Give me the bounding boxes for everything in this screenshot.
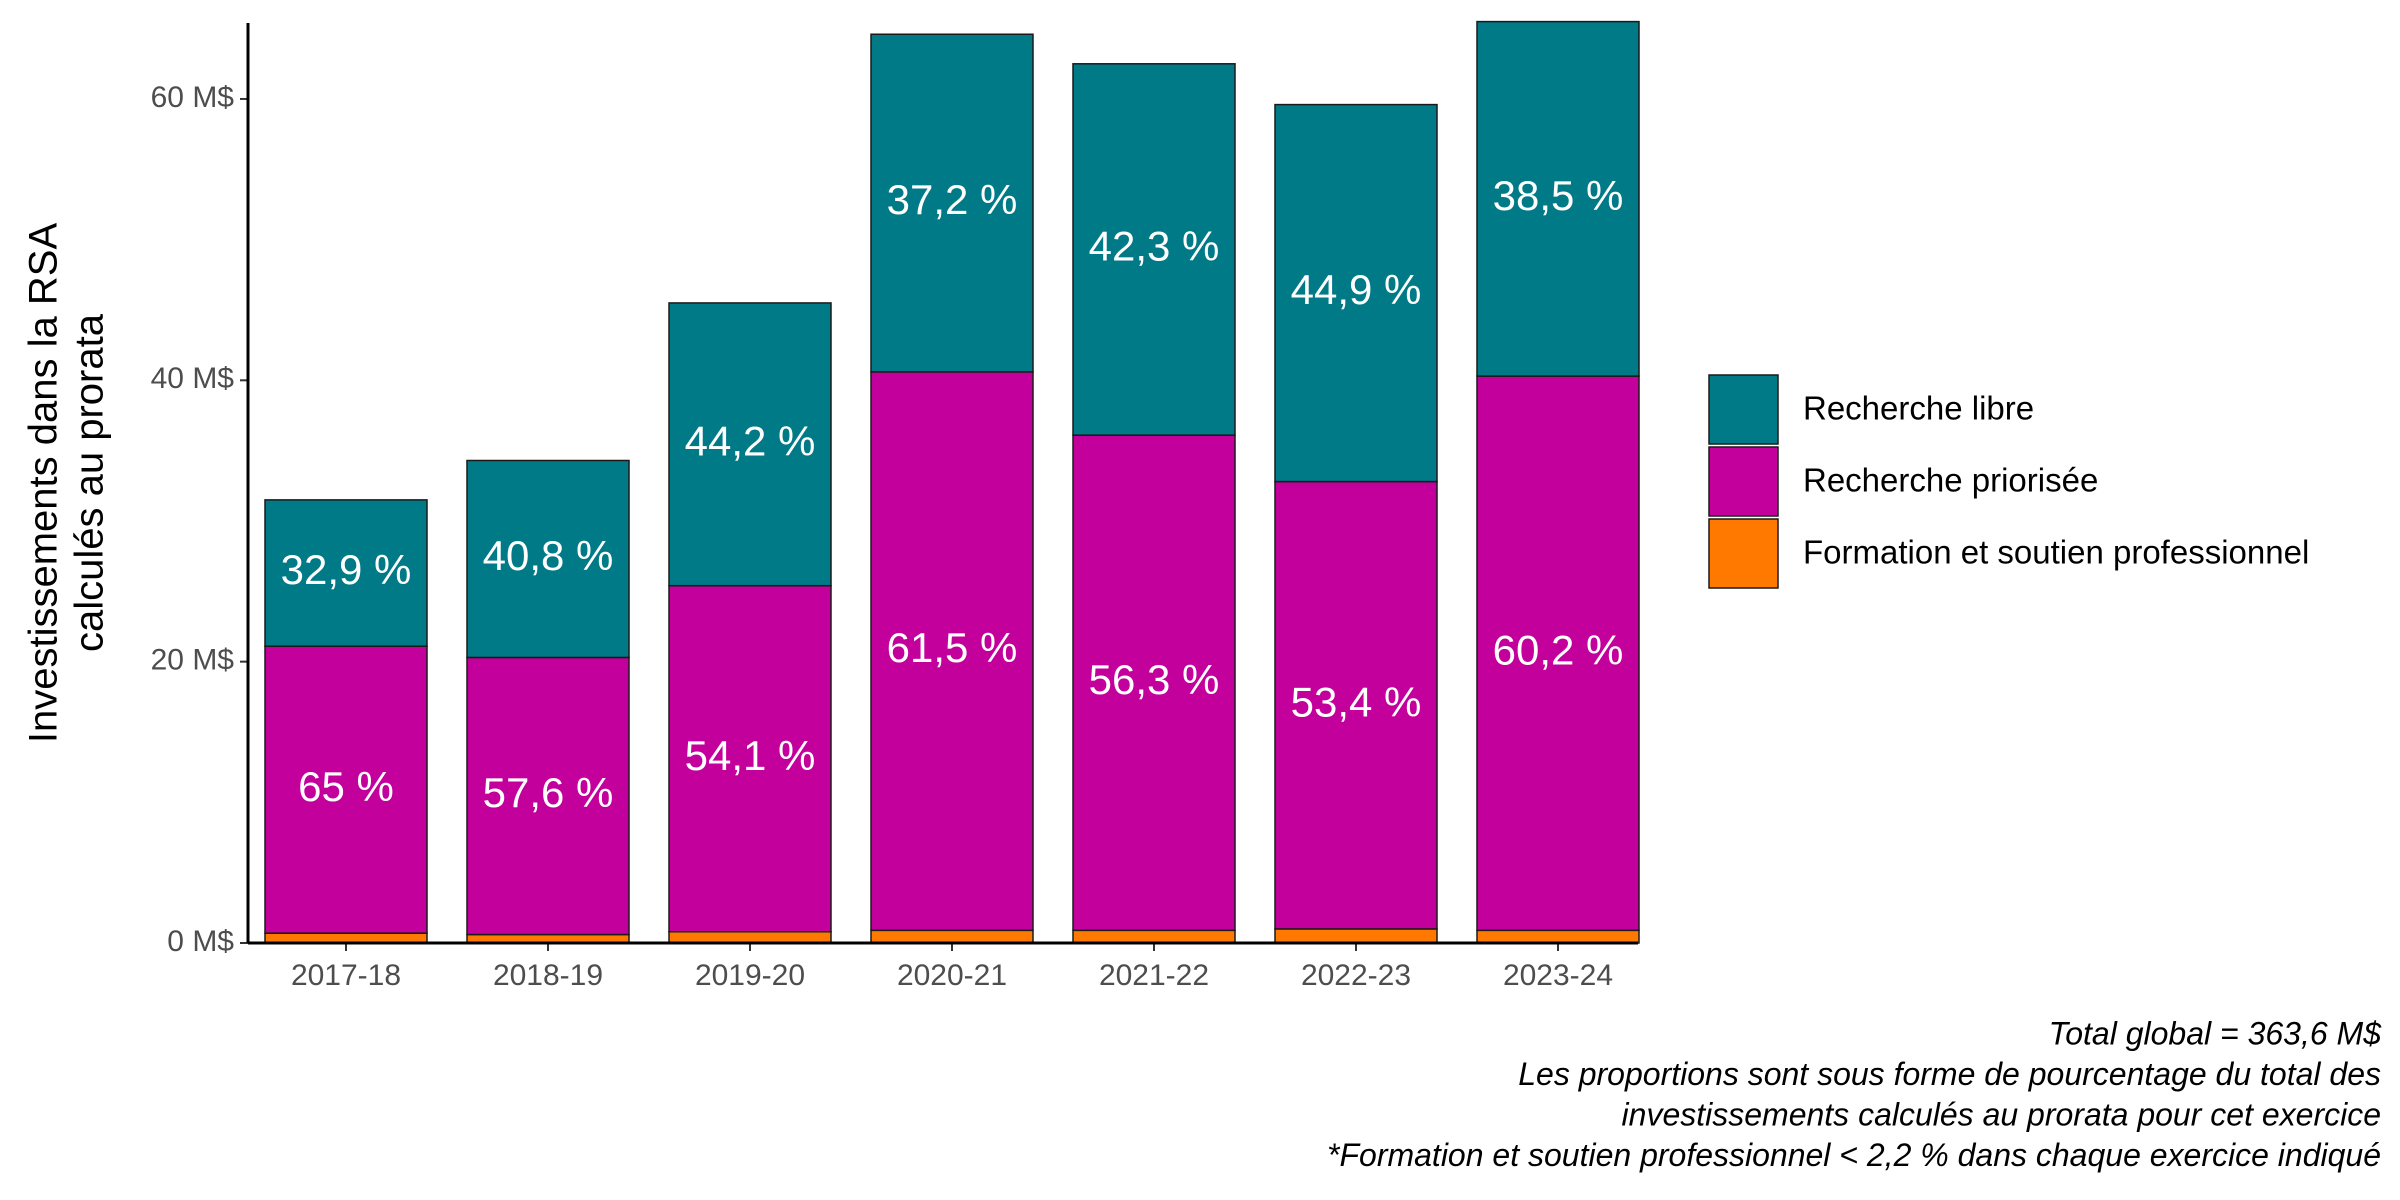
bar-segment bbox=[1476, 929, 1640, 944]
bar-segment bbox=[1274, 480, 1438, 930]
y-axis-title: Investissements dans la RSA bbox=[22, 223, 66, 744]
caption: *Formation et soutien professionnel < 2,… bbox=[1327, 1137, 2381, 1173]
caption: Total global = 363,6 M$ bbox=[2049, 1015, 2383, 1051]
y-tick-label: 40 M$ bbox=[151, 362, 235, 395]
bar-segment bbox=[1476, 20, 1640, 377]
bar-segment bbox=[870, 929, 1034, 944]
bar-segment bbox=[264, 499, 428, 647]
share-label: 56,3 % bbox=[1089, 656, 1220, 703]
share-label: 53,4 % bbox=[1291, 678, 1422, 725]
bar-segment bbox=[668, 302, 832, 587]
x-tick-label: 2020-21 bbox=[897, 959, 1007, 992]
caption: Les proportions sont sous forme de pourc… bbox=[1518, 1056, 2381, 1092]
share-label: 40,8 % bbox=[483, 532, 614, 579]
bar-segment bbox=[1274, 103, 1438, 483]
x-tick-label: 2022-23 bbox=[1301, 959, 1411, 992]
bar-segment bbox=[870, 33, 1034, 373]
legend-key bbox=[1708, 518, 1779, 589]
x-tick-label: 2018-19 bbox=[493, 959, 603, 992]
x-tick-label: 2019-20 bbox=[695, 959, 805, 992]
share-label: 44,9 % bbox=[1291, 266, 1422, 313]
bar-segment bbox=[1072, 63, 1236, 436]
share-label: 42,3 % bbox=[1089, 223, 1220, 270]
caption: investissements calculés au prorata pour… bbox=[1622, 1096, 2381, 1132]
legend-key bbox=[1708, 374, 1779, 445]
x-tick-label: 2023-24 bbox=[1503, 959, 1613, 992]
share-label: 65 % bbox=[298, 763, 394, 810]
bar-segment bbox=[1072, 929, 1236, 944]
legend-label: Recherche priorisée bbox=[1803, 462, 2098, 499]
x-tick-label: 2017-18 bbox=[291, 959, 401, 992]
bar-segment bbox=[1274, 928, 1438, 944]
bar-segment bbox=[264, 645, 428, 934]
y-tick-label: 0 M$ bbox=[167, 925, 234, 958]
y-tick-label: 20 M$ bbox=[151, 644, 235, 677]
y-tick-label: 60 M$ bbox=[151, 81, 235, 114]
bar-segment bbox=[870, 371, 1034, 932]
share-label: 44,2 % bbox=[685, 417, 816, 464]
share-label: 57,6 % bbox=[483, 769, 614, 816]
share-label: 37,2 % bbox=[887, 176, 1018, 223]
bar-segment bbox=[1072, 434, 1236, 932]
share-label: 60,2 % bbox=[1493, 626, 1624, 673]
legend-key bbox=[1708, 446, 1779, 517]
share-label: 38,5 % bbox=[1493, 172, 1624, 219]
legend-label: Recherche libre bbox=[1803, 390, 2034, 427]
y-axis-title: calculés au prorata bbox=[68, 313, 112, 652]
share-label: 61,5 % bbox=[887, 624, 1018, 671]
bar-segment bbox=[668, 930, 832, 944]
share-label: 32,9 % bbox=[281, 546, 412, 593]
bar-segment bbox=[466, 459, 630, 659]
legend-label: Formation et soutien professionnel bbox=[1803, 534, 2309, 571]
share-label: 54,1 % bbox=[685, 732, 816, 779]
bar-segment bbox=[466, 656, 630, 936]
x-tick-label: 2021-22 bbox=[1099, 959, 1209, 992]
bar-segment bbox=[1476, 375, 1640, 932]
